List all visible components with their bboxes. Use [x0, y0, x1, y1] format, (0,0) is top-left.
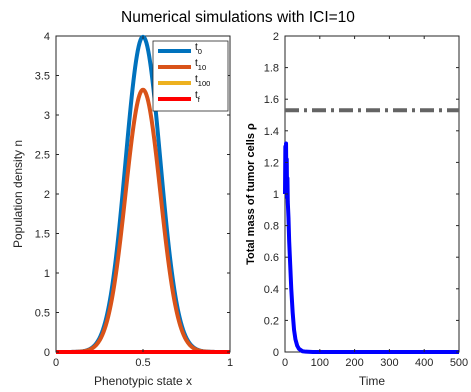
density-xlabel: Phenotypic state x [94, 374, 192, 388]
mass-xtick-label: 200 [345, 357, 363, 369]
density-ytick-label: 2.5 [35, 150, 50, 162]
density-axis-ticks: 0 0.5 1 1.5 2 2.5 3 3.5 4 0 0.5 1 [35, 31, 233, 369]
mass-plot-area [284, 35, 460, 353]
mass-chart: 0 0.2 0.4 0.6 0.8 1 1.2 1.4 1.6 1.8 2 0 100 200 300 400… [245, 31, 468, 388]
density-xtick-label: 0.5 [135, 357, 150, 369]
mass-ytick-label: 2 [273, 31, 279, 43]
mass-ytick-label: 1.4 [264, 126, 279, 138]
mass-ylabel: Total mass of tumor cells ρ [245, 123, 257, 265]
density-legend-label: t0 [195, 42, 202, 56]
density-ylabel: Population density n [11, 140, 25, 248]
density-xtick-label: 0 [53, 357, 59, 369]
density-legend-label: tf [195, 90, 201, 104]
density-legend-label: t10 [195, 58, 206, 72]
density-ytick-label: 0 [44, 347, 50, 359]
density-xtick-label: 1 [227, 357, 233, 369]
mass-xtick-label: 500 [450, 357, 468, 369]
mass-series-layer [283, 108, 459, 354]
mass-xlabel: Time [359, 374, 386, 388]
mass-ytick-label: 0 [273, 347, 279, 359]
density-chart: 0 0.5 1 1.5 2 2.5 3 3.5 4 0 0.5 1 Phenotypic state … [11, 31, 233, 388]
mass-xtick-label: 0 [282, 357, 288, 369]
mass-ytick-label: 0.2 [264, 315, 279, 327]
density-ytick-label: 1 [44, 268, 50, 280]
figure-title: Numerical simulations with ICI=10 [121, 9, 355, 26]
density-ytick-label: 3 [44, 110, 50, 122]
density-ytick-label: 0.5 [35, 308, 50, 320]
density-ytick-label: 4 [44, 31, 50, 43]
mass-ytick-label: 1.8 [264, 63, 279, 75]
mass-series-line [283, 141, 459, 354]
density-ytick-label: 3.5 [35, 71, 50, 83]
mass-xtick-label: 300 [380, 357, 398, 369]
mass-ytick-label: 1.2 [264, 157, 279, 169]
density-ytick-label: 2 [44, 189, 50, 201]
mass-ytick-label: 1.6 [264, 94, 279, 106]
mass-xtick-label: 100 [311, 357, 329, 369]
mass-ytick-label: 0.4 [264, 284, 279, 296]
mass-ytick-label: 1 [273, 189, 279, 201]
mass-ytick-label: 0.8 [264, 221, 279, 233]
mass-xtick-label: 400 [415, 357, 433, 369]
mass-ytick-label: 0.6 [264, 252, 279, 264]
mass-axis-ticks: 0 0.2 0.4 0.6 0.8 1 1.2 1.4 1.6 1.8 2 0 100 200 300 400… [264, 31, 468, 369]
density-ytick-label: 1.5 [35, 229, 50, 241]
